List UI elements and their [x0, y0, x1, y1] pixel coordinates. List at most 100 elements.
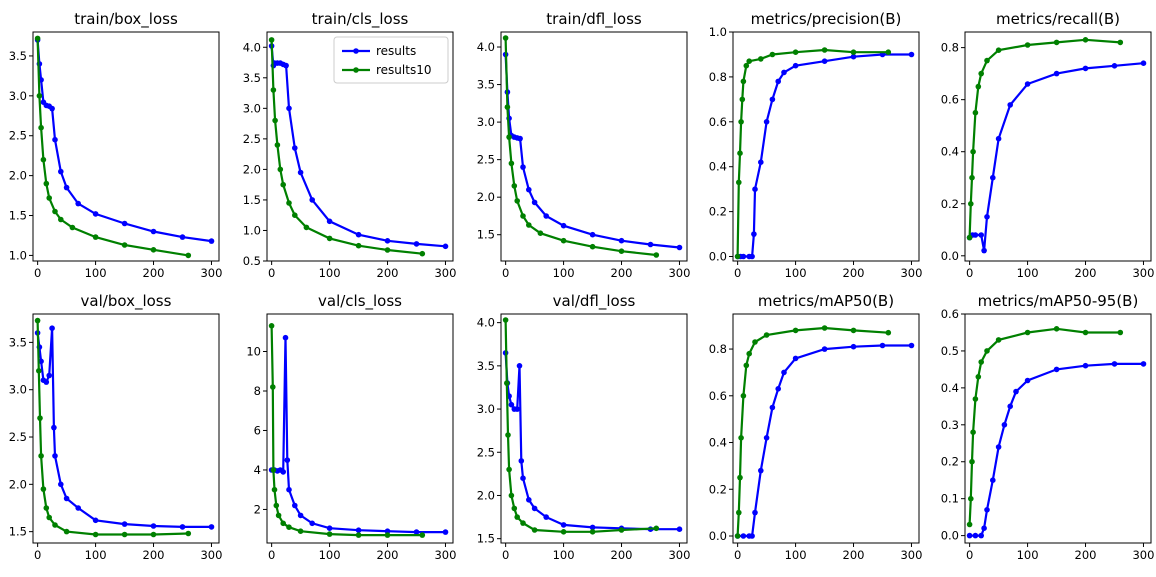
metrics-map50-95-b-results-point: [978, 532, 984, 539]
train-cls-loss-results-point: [413, 241, 420, 247]
train-box-loss-ytick-label: 3.5: [9, 49, 27, 63]
metrics-recall-b-results-point: [978, 232, 984, 238]
metrics-map50-95-b-results-point: [1013, 388, 1019, 395]
metrics-map50-95-b-results-point: [990, 477, 996, 484]
metrics-map50-95-b-results-point: [1001, 422, 1008, 428]
val-cls-loss-results-point: [384, 528, 391, 534]
metrics-precision-b-ytick-label: 0.0: [709, 250, 727, 264]
metrics-map50-95-b-subplot: metrics/mAP50-95(B) 0 100 200 300 0.0 0.1 0.2 0.…: [941, 292, 1155, 562]
val-box-loss-results10-point: [92, 531, 99, 538]
metrics-map50-b-results-point: [908, 342, 915, 349]
train-dfl-loss-plot-area: [502, 35, 683, 258]
metrics-map50-95-b-results10-point: [1024, 329, 1031, 336]
val-box-loss-xtick-label: 300: [200, 548, 222, 562]
train-cls-loss-ytick-label: 1.0: [243, 223, 261, 237]
val-box-loss-xtick-label: 100: [85, 548, 107, 562]
train-cls-loss-results-point: [283, 62, 289, 69]
metrics-recall-b-results10-point: [972, 109, 979, 116]
metrics-precision-b-results10-point: [739, 96, 746, 103]
val-box-loss-results10-point: [46, 514, 52, 521]
val-box-loss-results-point: [51, 424, 57, 431]
val-box-loss-ytick-label: 2.0: [9, 477, 27, 491]
val-cls-loss-xtick-label: 100: [319, 548, 341, 562]
metrics-map50-95-b-ytick-label: 0.1: [941, 492, 959, 506]
train-cls-loss-results10-point: [274, 142, 281, 148]
metrics-map50-95-b-ytick-label: 0.5: [941, 344, 959, 358]
val-box-loss-results-point: [75, 505, 81, 511]
metrics-recall-b-xtick-label: 0: [966, 266, 973, 280]
metrics-precision-b-results10-point: [821, 47, 828, 53]
val-cls-loss-axes-frame: [266, 313, 454, 544]
metrics-map50-b-axes-frame: [732, 313, 920, 544]
train-dfl-loss-ytick-label: 3.0: [477, 115, 495, 129]
val-cls-loss-results10-point: [280, 520, 287, 527]
train-box-loss-results10-point: [52, 208, 58, 215]
val-dfl-loss-ytick-label: 2.5: [477, 445, 495, 459]
val-cls-loss-ytick-label: 2: [254, 502, 261, 516]
train-dfl-loss-results10-point: [508, 160, 515, 167]
train-dfl-loss-axes-frame: [500, 31, 688, 262]
metrics-map50-95-b-ytick-label: 0.2: [941, 455, 959, 469]
metrics-precision-b-axes-frame: [732, 31, 920, 262]
train-cls-loss-results-point: [384, 238, 391, 244]
metrics-map50-b-results-point: [758, 467, 764, 474]
val-cls-loss-results10-point: [268, 323, 275, 329]
train-cls-loss-xtick-label: 0: [268, 266, 275, 280]
metrics-recall-b-subplot: metrics/recall(B) 0 100 200 300 0.0 0.2 0.4 0.6 0…: [941, 10, 1155, 280]
val-dfl-loss-results-point: [508, 401, 515, 408]
metrics-precision-b-results-point: [763, 119, 770, 125]
train-cls-loss-results10-point: [384, 247, 391, 253]
val-box-loss-axes-frame: [32, 313, 220, 544]
metrics-map50-95-b-results10-line: [968, 327, 1121, 525]
metrics-map50-b-results-line: [737, 344, 912, 538]
val-box-loss-results-point: [63, 495, 70, 502]
metrics-map50-b-results10-point: [746, 350, 752, 357]
train-dfl-loss-results-point: [526, 186, 532, 193]
train-cls-loss-ytick-label: 0.5: [243, 254, 261, 268]
metrics-map50-95-b-xtick-label: 100: [1017, 548, 1039, 562]
val-dfl-loss-results10-point: [514, 514, 520, 520]
metrics-precision-b-results10-point: [792, 49, 799, 55]
train-box-loss-results10-point: [121, 242, 128, 248]
train-box-loss-title: train/box_loss: [74, 10, 178, 29]
metrics-precision-b-results-point: [740, 253, 747, 260]
metrics-precision-b-results10-point: [740, 78, 747, 85]
metrics-recall-b-results-point: [1111, 63, 1118, 69]
val-dfl-loss-results-point: [589, 524, 596, 531]
train-dfl-loss-results-point: [543, 213, 549, 219]
train-cls-loss-results10-point: [303, 224, 310, 231]
val-dfl-loss-results10-point: [653, 525, 660, 532]
train-cls-loss-ytick-label: 1.5: [243, 193, 261, 207]
val-cls-loss-results10-point: [355, 532, 362, 538]
metrics-recall-b-results10-point: [978, 70, 984, 77]
val-box-loss-subplot: val/box_loss 0 100 200 300 1.5 2.0 2.5 3.0 3.5: [9, 292, 223, 562]
metrics-map50-b-results10-point: [885, 329, 892, 336]
val-cls-loss-results-point: [309, 520, 316, 527]
val-box-loss-results-point: [49, 325, 55, 332]
val-dfl-loss-ytick-label: 1.5: [477, 532, 495, 546]
metrics-map50-95-b-results10-point: [975, 374, 982, 380]
metrics-recall-b-results-point: [1007, 102, 1013, 108]
val-cls-loss-results10-point: [275, 512, 282, 519]
val-dfl-loss-results-point: [520, 475, 526, 482]
val-cls-loss-results-line: [271, 337, 446, 534]
metrics-map50-95-b-results-point: [1082, 362, 1089, 369]
metrics-map50-b-results10-point: [734, 533, 741, 539]
metrics-map50-b-title: metrics/mAP50(B): [758, 292, 894, 310]
train-cls-loss-results10-point: [270, 87, 277, 93]
val-dfl-loss-results10-point: [511, 505, 518, 512]
val-box-loss-results-point: [58, 481, 64, 488]
metrics-map50-95-b-results-point: [1140, 361, 1147, 367]
metrics-map50-b-results10-point: [736, 509, 742, 516]
val-dfl-loss-xtick-label: 100: [553, 548, 575, 562]
metrics-map50-b-results-point: [775, 386, 781, 392]
train-box-loss-axes-frame: [32, 31, 220, 262]
metrics-map50-95-b-results10-point: [995, 337, 1002, 343]
val-box-loss-results10-point: [185, 530, 192, 537]
metrics-map50-b-xtick-label: 0: [734, 548, 741, 562]
legend-box: [333, 36, 449, 84]
train-cls-loss-results-point: [326, 218, 333, 225]
metrics-map50-b-results-point: [752, 509, 758, 516]
train-box-loss-results10-point: [185, 252, 192, 259]
